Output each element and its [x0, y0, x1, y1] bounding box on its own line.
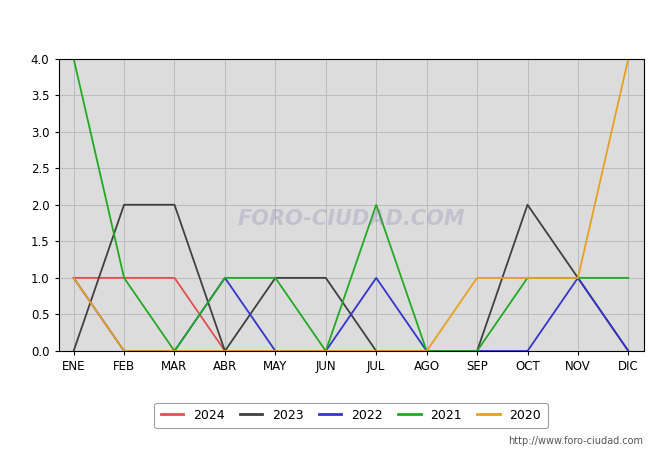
2020 — [473, 275, 481, 281]
Line: 2023: 2023 — [73, 205, 629, 351]
2022 — [221, 275, 229, 281]
2021 — [322, 348, 330, 354]
2024 — [70, 275, 77, 281]
2020 — [574, 275, 582, 281]
2021 — [70, 56, 77, 61]
2023 — [170, 202, 178, 207]
2021 — [574, 275, 582, 281]
2021 — [120, 275, 128, 281]
Text: FORO-CIUDAD.COM: FORO-CIUDAD.COM — [237, 209, 465, 230]
2022 — [422, 348, 430, 354]
2022 — [372, 275, 380, 281]
2021 — [422, 348, 430, 354]
Text: http://www.foro-ciudad.com: http://www.foro-ciudad.com — [508, 436, 644, 446]
2021 — [170, 348, 178, 354]
2020 — [272, 348, 280, 354]
2024 — [272, 348, 280, 354]
2020 — [70, 275, 77, 281]
2023 — [70, 348, 77, 354]
2020 — [221, 348, 229, 354]
2023 — [272, 275, 280, 281]
2023 — [422, 348, 430, 354]
2023 — [372, 348, 380, 354]
2022 — [625, 348, 632, 354]
2023 — [120, 202, 128, 207]
2020 — [625, 56, 632, 61]
2021 — [272, 275, 280, 281]
Text: Matriculaciones de Vehiculos en Villares de Órbigo: Matriculaciones de Vehiculos en Villares… — [116, 12, 534, 33]
2022 — [473, 348, 481, 354]
2021 — [221, 275, 229, 281]
2023 — [473, 348, 481, 354]
Line: 2021: 2021 — [73, 58, 629, 351]
2024 — [170, 275, 178, 281]
2023 — [322, 275, 330, 281]
2021 — [524, 275, 532, 281]
2022 — [574, 275, 582, 281]
2020 — [170, 348, 178, 354]
2021 — [473, 348, 481, 354]
2021 — [372, 202, 380, 207]
2024 — [120, 275, 128, 281]
2023 — [625, 348, 632, 354]
Line: 2020: 2020 — [73, 58, 629, 351]
Line: 2024: 2024 — [73, 278, 276, 351]
2020 — [120, 348, 128, 354]
2023 — [574, 275, 582, 281]
2023 — [524, 202, 532, 207]
2022 — [70, 275, 77, 281]
2020 — [322, 348, 330, 354]
2022 — [524, 348, 532, 354]
2020 — [372, 348, 380, 354]
2024 — [221, 348, 229, 354]
Line: 2022: 2022 — [73, 278, 629, 351]
2020 — [422, 348, 430, 354]
2022 — [322, 348, 330, 354]
2023 — [221, 348, 229, 354]
2022 — [170, 348, 178, 354]
2022 — [272, 348, 280, 354]
Legend: 2024, 2023, 2022, 2021, 2020: 2024, 2023, 2022, 2021, 2020 — [155, 403, 547, 428]
2021 — [625, 275, 632, 281]
2020 — [524, 275, 532, 281]
2022 — [120, 348, 128, 354]
